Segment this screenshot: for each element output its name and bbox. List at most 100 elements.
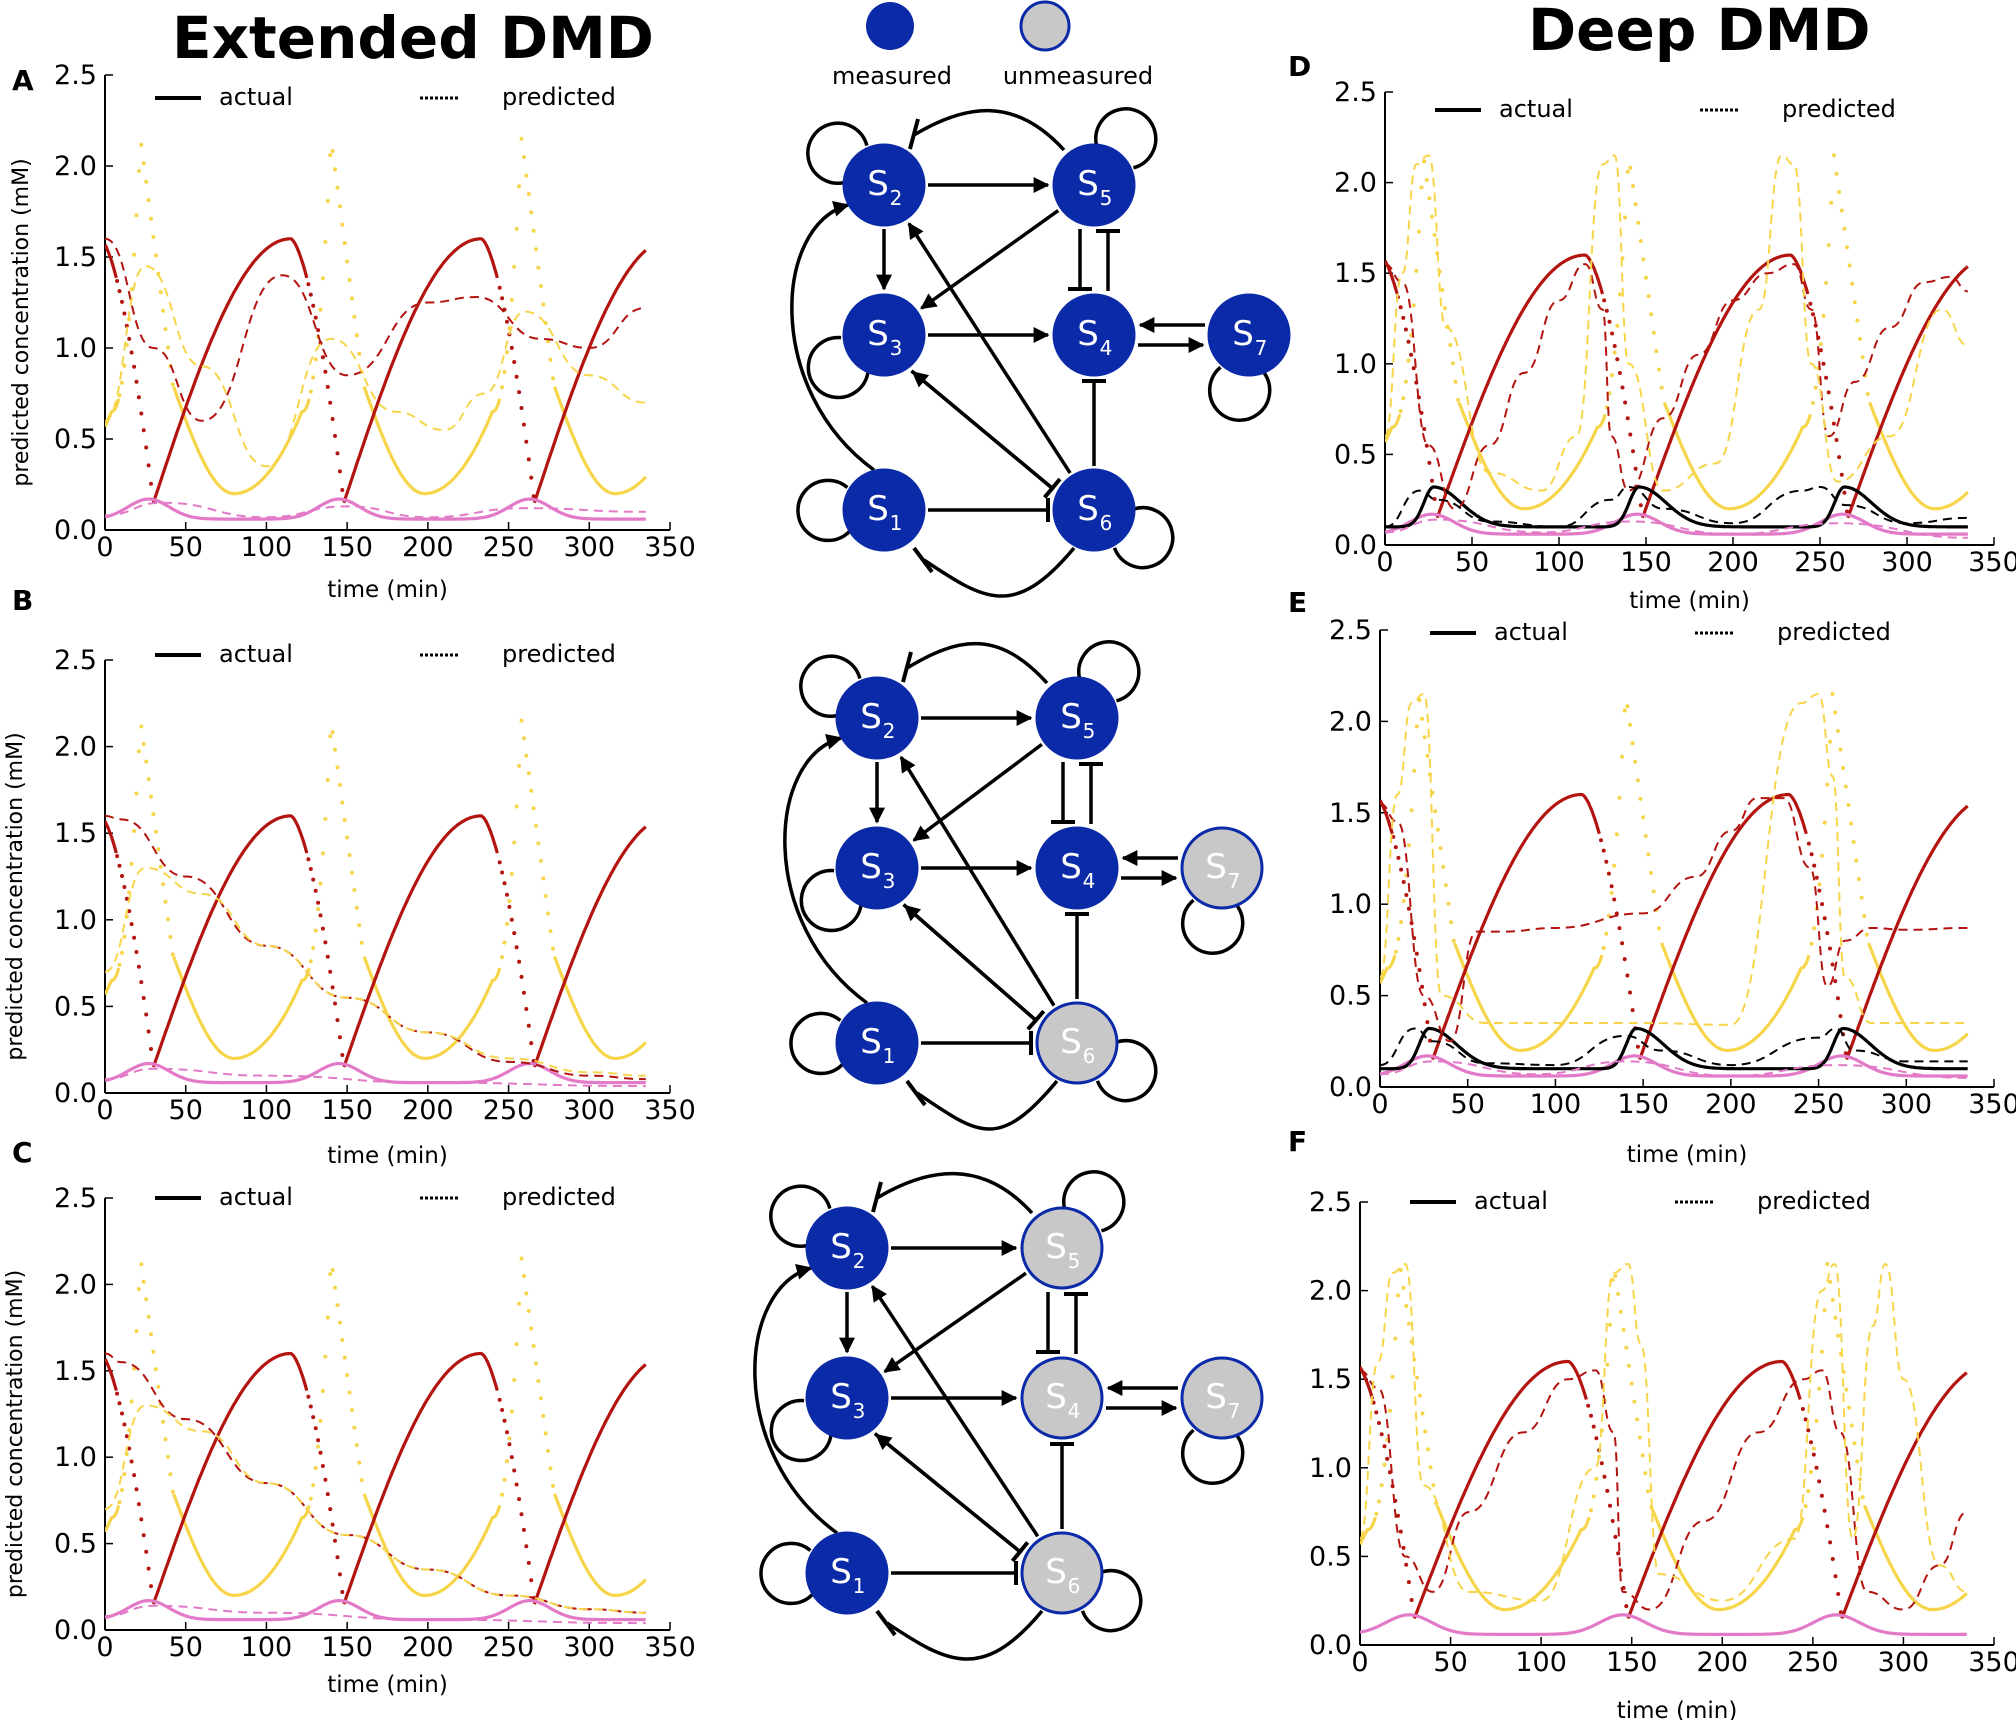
red-series-actual-point: [1374, 1410, 1379, 1415]
legend-measured-node: [866, 2, 914, 50]
yellow-series-actual-point: [1435, 827, 1440, 832]
yellow-series-actual-point: [1625, 169, 1630, 174]
self-loop-S6: [1080, 1568, 1143, 1633]
plot-area: [105, 1256, 647, 1625]
x-tick-label: 150: [1606, 1647, 1658, 1678]
yellow-series-actual-point: [163, 1437, 168, 1442]
yellow-series-actual-point: [534, 823, 538, 828]
red-series-actual-point: [505, 892, 509, 897]
node-subscript-s1: 1: [853, 1574, 866, 1598]
y-tick-label: 2.0: [54, 1269, 97, 1300]
yellow-series-actual-point: [1839, 208, 1844, 213]
red-series-actual-point: [524, 1544, 529, 1549]
red-series-actual-point: [1833, 979, 1838, 984]
yellow-series-actual-point: [517, 1301, 522, 1306]
yellow-series-actual-point: [1809, 1470, 1813, 1474]
yellow-series-actual-point: [1858, 336, 1862, 341]
red-series-predicted-line: [105, 814, 646, 1081]
yellow-series-actual-point: [122, 363, 127, 368]
edge-inhibit-S6-S1: [916, 1079, 1059, 1131]
node-label-s3: S: [867, 314, 889, 354]
yellow-series-actual-point: [141, 161, 146, 166]
red-series-actual-point: [514, 374, 519, 379]
yellow-series-actual-point: [354, 333, 359, 338]
x-tick-label: 200: [402, 1095, 454, 1126]
yellow-series-actual-point: [509, 1409, 514, 1414]
yellow-series-actual-point: [1620, 754, 1625, 759]
pink-series-actual-line: [105, 1599, 646, 1622]
yellow-series-actual-point: [1441, 864, 1446, 869]
yellow-series-actual-point: [1633, 202, 1638, 207]
yellow-series-actual-point: [1623, 215, 1628, 220]
x-tick-label: 100: [241, 532, 293, 563]
red-series-actual-point: [529, 1578, 534, 1583]
node-s5: [1052, 143, 1136, 227]
yellow-series-actual-point: [1843, 784, 1848, 789]
y-tick-label: 2.0: [1334, 168, 1377, 199]
yellow-series-actual-point: [1632, 1399, 1637, 1404]
red-series-actual-point: [144, 1549, 149, 1554]
y-tick-label: 1.5: [1309, 1364, 1352, 1395]
yellow-series-actual-point: [1817, 1386, 1822, 1391]
x-axis-label: time (min): [1629, 588, 1750, 614]
red-series-actual-point: [1622, 957, 1627, 962]
yellow-series-actual-point: [337, 204, 342, 209]
yellow-series-actual-point: [1425, 753, 1430, 758]
yellow-series-actual-point: [1635, 778, 1640, 783]
yellow-series-actual-point: [502, 369, 507, 374]
red-series-actual-point: [1409, 352, 1414, 357]
node-label-s5: S: [1045, 1227, 1067, 1267]
yellow-series-actual-point: [151, 1349, 156, 1354]
node-s7: [1207, 293, 1291, 377]
yellow-series-actual-point: [526, 1309, 531, 1313]
x-axis-label: time (min): [327, 1143, 448, 1169]
yellow-series-actual-point: [1614, 832, 1619, 837]
x-tick-label: 350: [1968, 1089, 2016, 1120]
red-series-actual-point: [146, 1566, 151, 1571]
yellow-series-actual-point: [1379, 1483, 1384, 1488]
yellow-series-actual-point: [1828, 1280, 1833, 1284]
y-tick-label: 1.0: [1329, 889, 1372, 920]
yellow-series-actual-point: [318, 1418, 323, 1423]
yellow-series-actual-point: [1635, 1417, 1640, 1422]
x-tick-label: 0: [1351, 1647, 1368, 1678]
red-series-actual-point: [1630, 1008, 1635, 1013]
red-series-actual-point: [1843, 1051, 1848, 1056]
yellow-series-actual-line: [1360, 1504, 1968, 1612]
y-axis-label: predicted concentration (mM): [9, 158, 34, 486]
node-s1: [842, 468, 926, 552]
yellow-series-actual-point: [1811, 1446, 1816, 1451]
title-deep-dmd: Deep DMD: [1528, 0, 1871, 64]
x-tick-label: 350: [644, 1095, 696, 1126]
self-loop-S6: [1095, 1038, 1158, 1103]
node-subscript-s5: 5: [1083, 719, 1096, 743]
pink-series-predicted-line: [1385, 518, 1968, 539]
yellow-series-actual-point: [320, 276, 325, 281]
yellow-series-actual-point: [318, 307, 323, 312]
yellow-series-actual-point: [1446, 901, 1451, 906]
yellow-series-actual-point: [541, 876, 546, 881]
node-label-s3: S: [860, 847, 882, 887]
red-series-actual-point: [340, 1053, 345, 1057]
yellow-series-actual-point: [1819, 1349, 1824, 1354]
self-loop-S2: [799, 654, 862, 718]
red-series-actual-point: [335, 1555, 340, 1560]
yellow-series-actual-point: [546, 1448, 551, 1453]
red-series-actual-point: [330, 417, 335, 421]
y-tick-label: 0.5: [1309, 1541, 1352, 1572]
network-a: S 1S 2S 3 S 4S 5S 6S 7: [790, 107, 1291, 598]
yellow-series-actual-point: [1449, 920, 1453, 925]
edge-inhibit-bar: [1026, 1009, 1046, 1031]
yellow-series-actual-point: [141, 742, 146, 746]
yellow-series-actual-point: [1403, 379, 1408, 384]
red-series-actual-point: [1604, 859, 1609, 864]
yellow-series-actual-point: [1409, 808, 1414, 813]
yellow-series-predicted-line: [105, 265, 646, 468]
red-series-actual-point: [1610, 1519, 1615, 1523]
red-series-actual-point: [1809, 1440, 1813, 1445]
red-series-actual-point: [497, 860, 502, 865]
yellow-series-actual-point: [1453, 379, 1458, 384]
red-series-actual-point: [1828, 946, 1832, 951]
pink-series-predicted-line: [1380, 1060, 1968, 1079]
